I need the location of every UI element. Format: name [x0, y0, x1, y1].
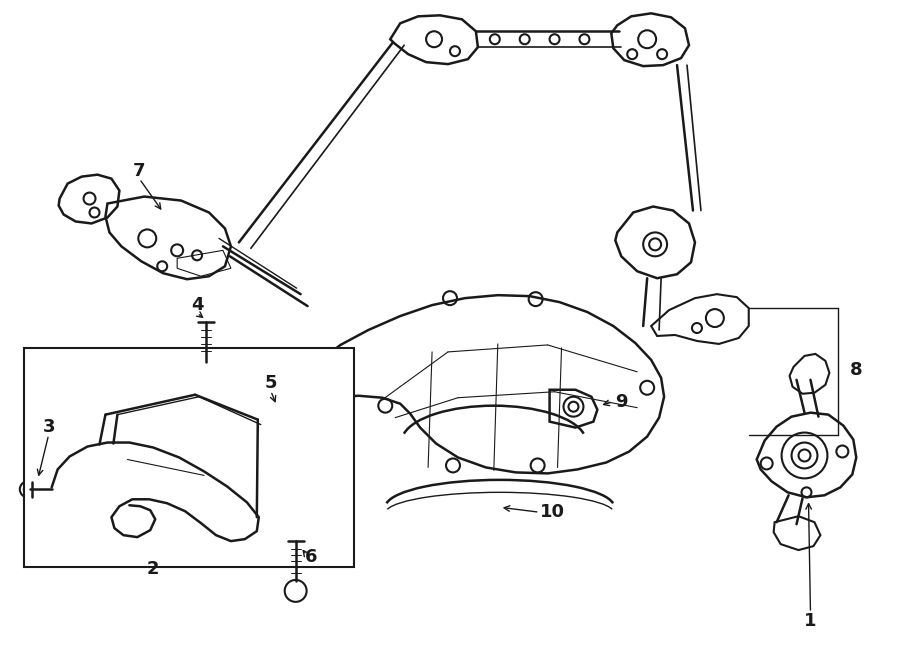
Text: 2: 2 [147, 560, 159, 578]
Text: 7: 7 [133, 162, 146, 179]
Text: 4: 4 [191, 296, 203, 314]
Text: 3: 3 [42, 418, 55, 436]
Text: 10: 10 [540, 503, 565, 521]
FancyBboxPatch shape [23, 348, 355, 567]
Text: 9: 9 [615, 393, 627, 410]
Text: 5: 5 [265, 374, 277, 392]
Text: 8: 8 [850, 361, 862, 379]
Text: 1: 1 [805, 612, 816, 630]
Text: 6: 6 [305, 548, 318, 566]
